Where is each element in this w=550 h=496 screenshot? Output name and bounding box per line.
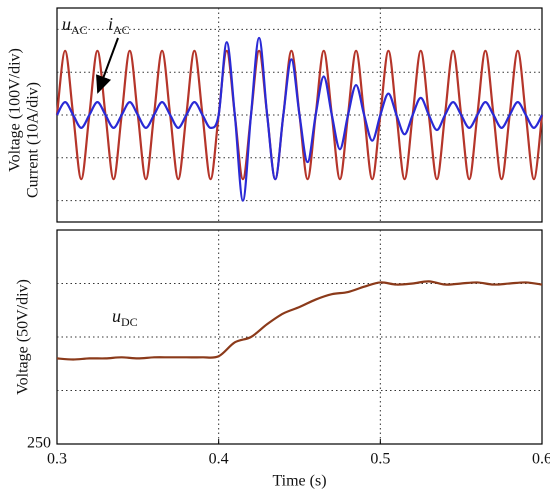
annotation-symbol: i (108, 14, 113, 34)
y-tick-label: 250 (27, 435, 51, 452)
annotation-subscript: AC (113, 23, 130, 37)
x-tick-label: 0.4 (209, 451, 229, 468)
annotation: uAC (62, 14, 88, 37)
annotation-symbol: u (112, 306, 121, 326)
annotation-subscript: AC (71, 23, 88, 37)
annotation-symbol: u (62, 14, 71, 34)
series-line (56, 36, 543, 202)
plot-frame (56, 229, 543, 445)
annotation-subscript: DC (121, 315, 138, 329)
y-axis-label: Voltage (50V/div) (15, 279, 32, 395)
x-tick-label: 0.3 (47, 451, 67, 468)
x-tick-label: 0.6 (532, 451, 550, 468)
series-line (56, 280, 543, 361)
y-axis-label: Current (10A/div) (25, 82, 42, 198)
annotation: uDC (112, 306, 138, 329)
x-axis-label: Time (s) (272, 473, 326, 490)
x-tick-label: 0.5 (370, 451, 390, 468)
y-axis-label: Voltage (100V/div) (7, 48, 24, 172)
arrow (96, 37, 119, 94)
annotation: iAC (108, 14, 130, 37)
